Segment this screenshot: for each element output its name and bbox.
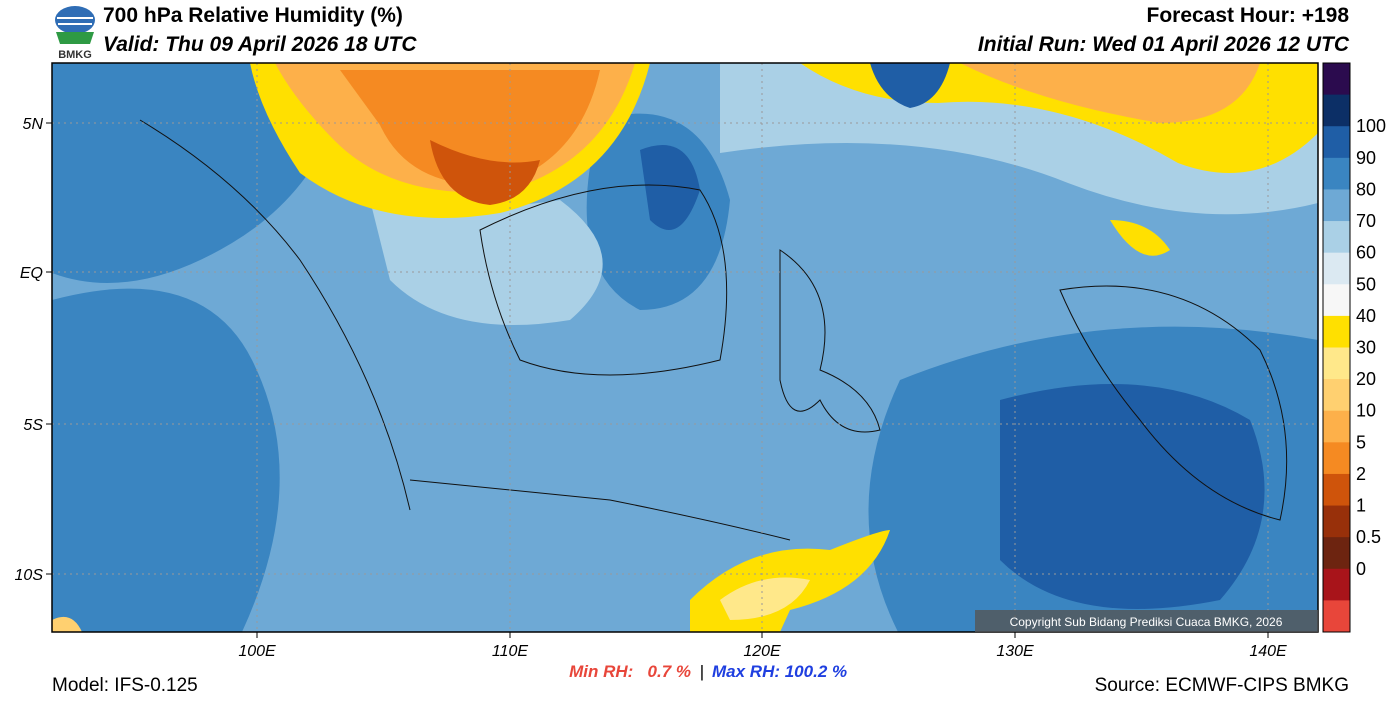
colorbar-segment — [1323, 568, 1350, 601]
colorbar-label: 2 — [1356, 464, 1366, 484]
colorbar-segment — [1323, 189, 1350, 222]
colorbar-label: 50 — [1356, 274, 1376, 294]
colorbar-label: 1 — [1356, 496, 1366, 516]
lon-label: 140E — [1249, 643, 1287, 660]
map-field — [52, 63, 1318, 632]
colorbar-segment — [1323, 126, 1350, 159]
colorbar-segment — [1323, 157, 1350, 190]
colorbar-segment — [1323, 379, 1350, 412]
colorbar-label: 70 — [1356, 211, 1376, 231]
colorbar-label: 40 — [1356, 306, 1376, 326]
colorbar-segment — [1323, 410, 1350, 443]
colorbar-frame — [1322, 62, 1351, 633]
colorbar-segment — [1323, 473, 1350, 507]
max-rh: Max RH: 100.2 % — [712, 662, 847, 681]
colorbar-segment — [1323, 63, 1350, 96]
valid-time: Valid: Thu 09 April 2026 18 UTC — [103, 33, 417, 56]
lat-label: 5S — [23, 417, 43, 434]
colorbar-label: 0 — [1356, 559, 1366, 579]
graticule: 5N EQ 5S 10S 100E 110E 120E 130E 140E — [15, 63, 1318, 660]
colorbar: 100 90 80 70 60 50 40 30 20 10 5 2 1 0.5 0 — [1322, 62, 1386, 633]
logo: BMKG — [55, 6, 95, 61]
lat-label: 10S — [15, 567, 44, 584]
colorbar-label: 60 — [1356, 243, 1376, 263]
title: 700 hPa Relative Humidity (%) — [103, 4, 403, 27]
forecast-hour: Forecast Hour: +198 — [1147, 4, 1350, 27]
colorbar-segment — [1323, 94, 1350, 127]
colorbar-segment — [1323, 537, 1350, 570]
colorbar-label: 90 — [1356, 148, 1376, 168]
lon-label: 120E — [743, 643, 781, 660]
colorbar-segment — [1323, 221, 1350, 254]
separator: | — [700, 662, 704, 681]
colorbar-label: 5 — [1356, 432, 1366, 452]
map-frame — [51, 62, 1319, 633]
copyright-bg — [975, 610, 1318, 632]
colorbar-segment — [1323, 252, 1350, 285]
logo-text: BMKG — [58, 49, 92, 61]
colorbar-label: 0.5 — [1356, 527, 1381, 547]
colorbar-segment — [1323, 600, 1350, 633]
initial-run: Initial Run: Wed 01 April 2026 12 UTC — [978, 33, 1350, 56]
source: Source: ECMWF-CIPS BMKG — [1095, 675, 1349, 696]
colorbar-label: 80 — [1356, 179, 1376, 199]
colorbar-segment — [1323, 505, 1350, 538]
copyright: Copyright Sub Bidang Prediksi Cuaca BMKG… — [1010, 615, 1283, 629]
colorbar-label: 100 — [1356, 116, 1386, 136]
colorbar-segment — [1323, 347, 1350, 380]
lon-label: 110E — [492, 643, 529, 660]
colorbar-segment — [1323, 315, 1350, 348]
lat-label: 5N — [23, 116, 44, 133]
model: Model: IFS-0.125 — [52, 675, 198, 696]
lat-label: EQ — [20, 265, 43, 282]
min-rh: Min RH: 0.7 % — [569, 662, 691, 681]
colorbar-label: 30 — [1356, 338, 1376, 358]
colorbar-label: 20 — [1356, 369, 1376, 389]
lon-label: 130E — [996, 643, 1034, 660]
lon-label: 100E — [238, 643, 276, 660]
colorbar-segment — [1323, 442, 1350, 475]
colorbar-label: 10 — [1356, 401, 1376, 421]
colorbar-segment — [1323, 284, 1350, 317]
